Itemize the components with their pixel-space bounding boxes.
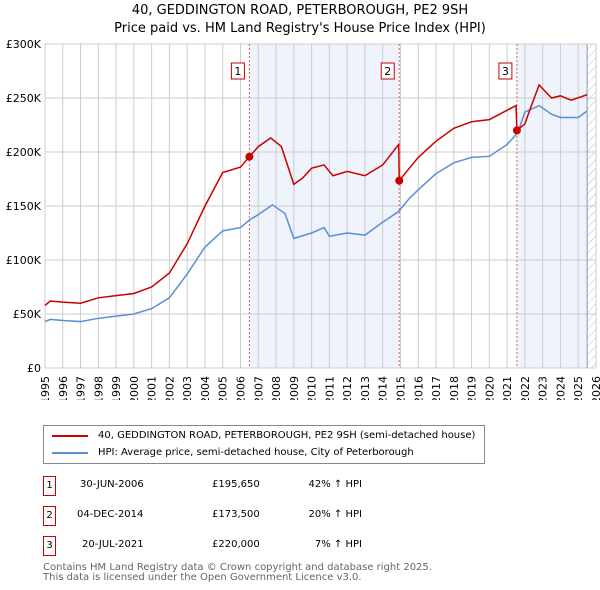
sale-label: 3 <box>502 65 509 78</box>
x-tick-label: 2003 <box>181 376 194 400</box>
sale-point <box>245 152 254 161</box>
x-tick-label: 2013 <box>359 376 372 400</box>
x-tick-label: 2012 <box>341 376 354 400</box>
x-tick-label: 2016 <box>412 376 425 400</box>
marker-badge: 3 <box>43 536 56 556</box>
sale-label-box <box>230 62 245 80</box>
legend-item-hpi: HPI: Average price, semi-detached house,… <box>52 447 414 458</box>
x-tick-label: 2015 <box>394 376 407 400</box>
x-tick-label: 2005 <box>217 376 230 400</box>
x-tick-label: 2007 <box>252 376 265 400</box>
sale-point <box>512 126 521 135</box>
transaction-price: £173,500 <box>212 509 260 520</box>
x-tick-label: 2023 <box>537 376 550 400</box>
x-tick-label: 2014 <box>377 376 390 400</box>
x-tick-label: 1996 <box>57 376 70 400</box>
transaction-hpi: 7% ↑ HPI <box>314 539 362 550</box>
y-tick-label: £150K <box>6 200 42 213</box>
transaction-date: 20-JUL-2021 <box>82 539 144 550</box>
transaction-price: £195,650 <box>212 479 260 490</box>
sale-label: 1 <box>234 65 241 78</box>
x-tick-label: 2018 <box>448 376 461 400</box>
x-tick-label: 1997 <box>75 376 88 400</box>
legend-label: 40, GEDDINGTON ROAD, PETERBOROUGH, PE2 9… <box>98 430 476 441</box>
x-tick-label: 2022 <box>519 376 532 400</box>
transaction-price: £220,000 <box>212 539 260 550</box>
footer-line: This data is licensed under the Open Gov… <box>43 572 362 583</box>
transaction-row: 2 04-DEC-2014 £173,500 20% ↑ HPI <box>43 506 383 526</box>
y-tick-label: £300K <box>6 38 42 51</box>
x-tick-label: 2026 <box>590 376 600 400</box>
x-tick-label: 2024 <box>554 376 567 400</box>
footer-line: Contains HM Land Registry data © Crown c… <box>43 562 432 573</box>
title: 40, GEDDINGTON ROAD, PETERBOROUGH, PE2 9… <box>131 3 469 18</box>
y-tick-label: £250K <box>6 92 42 105</box>
x-tick-label: 1998 <box>92 376 105 400</box>
sale-label-box <box>498 62 513 80</box>
y-tick-label: £50K <box>13 308 42 321</box>
legend: 40, GEDDINGTON ROAD, PETERBOROUGH, PE2 9… <box>43 425 485 464</box>
sale-label: 2 <box>384 65 391 78</box>
x-tick-label: 2010 <box>306 376 319 400</box>
hpi-line <box>44 104 588 323</box>
transaction-date: 04-DEC-2014 <box>77 509 144 520</box>
transaction-hpi: 42% ↑ HPI <box>308 479 362 490</box>
subtitle: Price paid vs. HM Land Registry's House … <box>114 21 486 36</box>
y-tick-label: £200K <box>6 146 42 159</box>
x-tick-label: 2002 <box>163 376 176 400</box>
sale-label-box <box>380 62 395 80</box>
transaction-row: 1 30-JUN-2006 £195,650 42% ↑ HPI <box>43 476 383 496</box>
x-tick-label: 1999 <box>110 376 123 400</box>
x-tick-label: 2021 <box>501 376 514 400</box>
y-tick-label: £0 <box>27 362 41 375</box>
transaction-date: 30-JUN-2006 <box>80 479 144 490</box>
footer: Contains HM Land Registry data © Crown c… <box>43 563 432 583</box>
x-tick-label: 2009 <box>288 376 301 400</box>
x-tick-label: 2020 <box>483 376 496 400</box>
x-tick-label: 1995 <box>39 376 52 400</box>
y-tick-label: £100K <box>6 254 42 267</box>
x-tick-label: 2008 <box>270 376 283 400</box>
chart-title: 40, GEDDINGTON ROAD, PETERBOROUGH, PE2 9… <box>0 2 600 38</box>
x-tick-label: 2025 <box>572 376 585 400</box>
x-tick-label: 2001 <box>146 376 159 400</box>
legend-item-property: 40, GEDDINGTON ROAD, PETERBOROUGH, PE2 9… <box>52 430 475 441</box>
x-tick-label: 2019 <box>466 376 479 400</box>
legend-swatch <box>52 451 88 454</box>
legend-label: HPI: Average price, semi-detached house,… <box>98 447 414 458</box>
x-tick-label: 2011 <box>323 376 336 400</box>
x-tick-label: 2017 <box>430 376 443 400</box>
marker-badge: 2 <box>43 506 56 526</box>
legend-swatch <box>52 434 88 437</box>
marker-badge: 1 <box>43 476 56 496</box>
price-chart: 1995 1996 1997 1998 1999 2000 2001 2002 2003 2004… <box>6 38 600 400</box>
x-tick-label: 2000 <box>128 376 141 400</box>
sale-point <box>395 176 404 185</box>
transaction-hpi: 20% ↑ HPI <box>308 509 362 520</box>
x-tick-label: 2004 <box>199 376 212 400</box>
transaction-row: 3 20-JUL-2021 £220,000 7% ↑ HPI <box>43 536 383 556</box>
x-tick-label: 2006 <box>235 376 248 400</box>
